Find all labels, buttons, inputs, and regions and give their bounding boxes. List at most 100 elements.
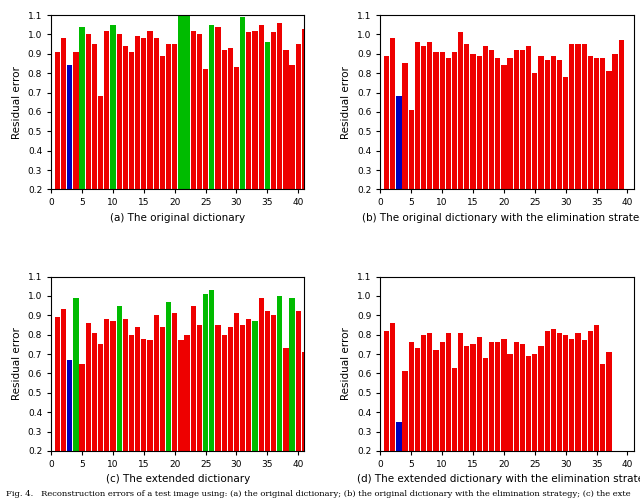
Bar — [191, 31, 196, 228]
Bar — [526, 356, 531, 489]
Y-axis label: Residual error: Residual error — [341, 327, 351, 400]
Bar — [129, 52, 134, 228]
Bar — [116, 35, 122, 228]
Bar — [606, 352, 612, 489]
Bar — [98, 96, 103, 228]
Bar — [104, 31, 109, 228]
Bar — [289, 298, 294, 489]
Bar — [135, 327, 140, 489]
Bar — [228, 48, 233, 228]
Bar — [384, 56, 389, 228]
Bar — [433, 52, 438, 228]
Bar — [184, 15, 189, 228]
Bar — [61, 310, 66, 489]
Bar — [440, 52, 445, 228]
Bar — [477, 337, 482, 489]
Bar — [606, 71, 612, 228]
Bar — [252, 321, 258, 489]
Bar — [215, 27, 221, 228]
Bar — [277, 23, 282, 228]
Bar — [240, 17, 245, 228]
Bar — [271, 33, 276, 228]
Bar — [73, 52, 79, 228]
Bar — [600, 58, 605, 228]
Bar — [179, 15, 184, 228]
Bar — [408, 342, 414, 489]
Bar — [427, 333, 433, 489]
Bar — [545, 60, 550, 228]
Bar — [234, 313, 239, 489]
Text: Fig. 4.   Reconstruction errors of a test image using: (a) the original dictiona: Fig. 4. Reconstruction errors of a test … — [6, 490, 631, 498]
X-axis label: (a) The original dictionary: (a) The original dictionary — [110, 213, 245, 223]
Bar — [221, 335, 227, 489]
Bar — [123, 46, 128, 228]
Bar — [520, 50, 525, 228]
Bar — [464, 346, 470, 489]
Bar — [612, 54, 618, 228]
Bar — [501, 339, 506, 489]
Bar — [508, 354, 513, 489]
Bar — [588, 331, 593, 489]
Bar — [265, 42, 270, 228]
Bar — [532, 73, 538, 228]
Bar — [452, 368, 457, 489]
Bar — [259, 298, 264, 489]
Bar — [296, 312, 301, 489]
Bar — [147, 341, 153, 489]
Bar — [259, 25, 264, 228]
Y-axis label: Residual error: Residual error — [12, 66, 22, 139]
Bar — [445, 333, 451, 489]
Bar — [209, 290, 214, 489]
Bar — [508, 58, 513, 228]
Bar — [427, 42, 433, 228]
Bar — [458, 333, 463, 489]
Bar — [277, 296, 282, 489]
Bar — [55, 317, 60, 489]
Bar — [296, 44, 301, 228]
Bar — [135, 37, 140, 228]
Bar — [67, 360, 72, 489]
Bar — [470, 344, 476, 489]
Bar — [191, 306, 196, 489]
Bar — [252, 31, 258, 228]
X-axis label: (b) The original dictionary with the elimination strategy: (b) The original dictionary with the eli… — [362, 213, 640, 223]
Bar — [421, 46, 426, 228]
Bar — [582, 341, 587, 489]
Bar — [569, 339, 575, 489]
Bar — [302, 352, 307, 489]
Bar — [464, 44, 470, 228]
Bar — [489, 50, 494, 228]
Bar — [495, 342, 500, 489]
Bar — [569, 44, 575, 228]
Bar — [154, 315, 159, 489]
Bar — [588, 56, 593, 228]
Bar — [73, 298, 79, 489]
Bar — [141, 38, 147, 228]
Bar — [477, 56, 482, 228]
Bar — [550, 56, 556, 228]
Bar — [289, 66, 294, 228]
Bar — [79, 27, 84, 228]
Bar — [215, 325, 221, 489]
Bar — [179, 341, 184, 489]
Bar — [489, 342, 494, 489]
Bar — [172, 313, 177, 489]
X-axis label: (c) The extended dictionary: (c) The extended dictionary — [106, 474, 250, 484]
Bar — [203, 69, 208, 228]
Bar — [246, 33, 252, 228]
Bar — [166, 302, 171, 489]
Bar — [550, 329, 556, 489]
Bar — [452, 52, 457, 228]
Bar — [184, 335, 189, 489]
Bar — [557, 60, 562, 228]
Bar — [600, 364, 605, 489]
Bar — [141, 339, 147, 489]
Bar — [582, 44, 587, 228]
Bar — [470, 54, 476, 228]
Bar — [234, 67, 239, 228]
Bar — [520, 344, 525, 489]
Bar — [396, 422, 401, 489]
Bar — [61, 38, 66, 228]
Bar — [575, 44, 580, 228]
Bar — [110, 25, 116, 228]
